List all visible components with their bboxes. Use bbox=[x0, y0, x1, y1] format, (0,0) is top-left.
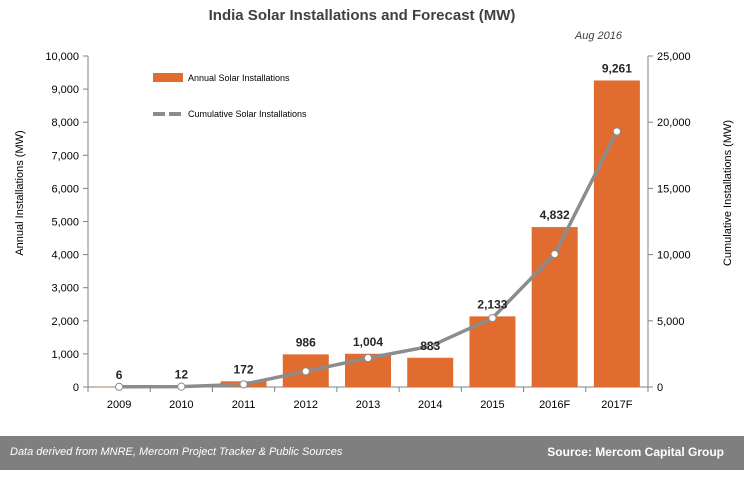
y-tick-label: 9,000 bbox=[51, 84, 79, 96]
data-label: 986 bbox=[296, 335, 316, 349]
y-tick-label: 6,000 bbox=[51, 183, 79, 195]
x-tick-label: 2012 bbox=[294, 399, 318, 411]
data-label: 4,832 bbox=[540, 208, 570, 222]
y2-tick-label: 5,000 bbox=[657, 316, 685, 328]
data-labels: 6 12 172 986 1,004 883 2,133 4,832 9,261 bbox=[116, 61, 632, 381]
x-tick-label: 2015 bbox=[480, 399, 504, 411]
y2-axis-label: Cumulative Installations (MW) bbox=[722, 120, 734, 266]
line-series bbox=[115, 127, 621, 391]
x-tick-label: 2014 bbox=[418, 399, 442, 411]
y-axis-label: Annual Installations (MW) bbox=[14, 130, 26, 255]
y-tick-label: 7,000 bbox=[51, 150, 79, 162]
y-tick-label: 1,000 bbox=[51, 349, 79, 361]
x-tick-label: 2011 bbox=[232, 399, 256, 411]
y-tick-label: 8,000 bbox=[51, 117, 79, 129]
legend: Annual Solar Installations Cumulative So… bbox=[153, 73, 307, 119]
bar bbox=[407, 357, 454, 387]
y-tick-label: 2,000 bbox=[51, 316, 79, 328]
bar-series bbox=[96, 80, 640, 388]
axes: 0 1,000 2,000 3,000 4,000 5,000 6,000 7,000 8,00… bbox=[45, 51, 690, 411]
y2-tick-label: 10,000 bbox=[657, 250, 691, 262]
footer-source-note: Data derived from MNRE, Mercom Project T… bbox=[10, 446, 343, 458]
y2-tick-label: 20,000 bbox=[657, 117, 691, 129]
footer-source: Source: Mercom Capital Group bbox=[547, 445, 724, 459]
chart-title: India Solar Installations and Forecast (… bbox=[209, 7, 516, 24]
line-point bbox=[177, 382, 186, 391]
bar bbox=[469, 316, 516, 387]
x-tick-label: 2016F bbox=[539, 399, 570, 411]
line-point bbox=[363, 353, 373, 363]
line-point bbox=[426, 342, 435, 351]
x-tick-label: 2010 bbox=[169, 399, 193, 411]
data-label: 172 bbox=[234, 362, 254, 376]
legend-label-annual: Annual Solar Installations bbox=[188, 73, 290, 83]
legend-label-cumulative: Cumulative Solar Installations bbox=[188, 109, 307, 119]
y2-tick-label: 15,000 bbox=[657, 183, 691, 195]
bar bbox=[593, 80, 640, 387]
line-point bbox=[612, 127, 621, 136]
x-tick-label: 2013 bbox=[356, 399, 380, 411]
y-tick-label: 3,000 bbox=[51, 283, 79, 295]
data-label: 2,133 bbox=[477, 297, 507, 311]
data-label: 883 bbox=[420, 339, 440, 353]
line-point bbox=[239, 380, 248, 389]
line-point bbox=[115, 382, 124, 391]
data-label: 1,004 bbox=[353, 335, 383, 349]
data-label: 9,261 bbox=[602, 61, 632, 75]
data-label: 12 bbox=[175, 368, 189, 382]
chart: India Solar Installations and Forecast (… bbox=[14, 7, 734, 411]
y2-tick-label: 25,000 bbox=[657, 51, 691, 63]
line-point bbox=[488, 313, 497, 323]
legend-swatch-annual bbox=[153, 73, 183, 82]
x-tick-label: 2009 bbox=[107, 399, 131, 411]
footer: Data derived from MNRE, Mercom Project T… bbox=[0, 436, 744, 470]
line-point bbox=[301, 367, 310, 376]
chart-subtitle: Aug 2016 bbox=[574, 30, 623, 42]
data-label: 6 bbox=[116, 368, 123, 382]
y-tick-label: 10,000 bbox=[45, 51, 79, 63]
y-tick-label: 0 bbox=[73, 382, 79, 394]
line-point bbox=[550, 250, 559, 259]
x-tick-label: 2017F bbox=[601, 399, 632, 411]
y-tick-label: 5,000 bbox=[51, 217, 79, 229]
y2-tick-label: 0 bbox=[657, 382, 663, 394]
y-tick-label: 4,000 bbox=[51, 250, 79, 262]
